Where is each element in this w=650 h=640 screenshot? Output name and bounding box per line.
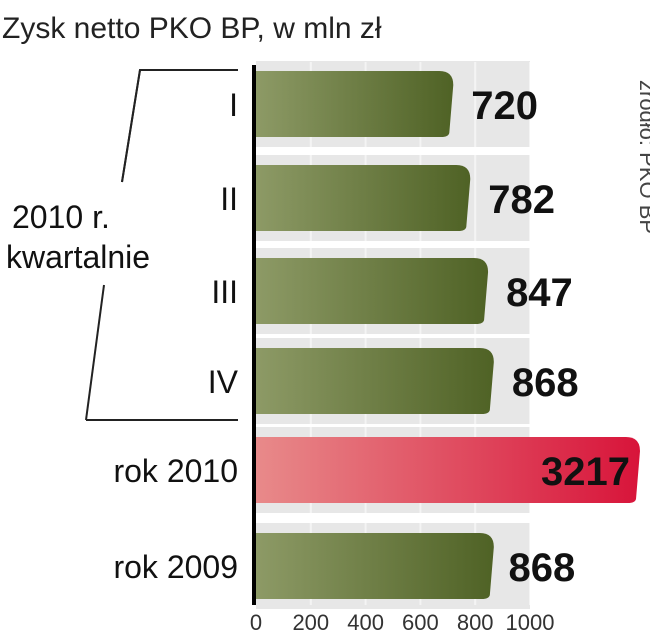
value-label: 868 [512,361,579,405]
group-label-line1: 2010 r. [12,199,110,235]
category-label: I [229,87,238,123]
gridlines [309,62,531,605]
category-label: II [220,181,238,217]
bar [256,348,494,414]
x-tick-label: 600 [402,610,439,635]
bar [256,258,489,324]
value-label: 782 [488,178,555,222]
category-label: IV [208,364,239,400]
x-tick-label: 400 [347,610,384,635]
value-label: 3217 [541,450,630,494]
group-bracket-upper-slant [121,69,141,183]
bar [256,437,640,503]
x-tick-label: 800 [457,610,494,635]
x-tick-labels: 0 200 400 600 800 1000 [250,610,555,635]
value-label: 847 [506,271,573,315]
group-bracket-lower-slant [85,284,105,421]
source-note: źródło: PKO BP [635,80,650,234]
group-label-line2: kwartalnie [6,239,150,275]
x-tick-label: 200 [292,610,329,635]
chart-title: Zysk netto PKO BP, w mln zł [2,12,382,45]
value-labels: 720 782 847 868 3217 868 [471,84,630,590]
value-label: 720 [471,84,538,128]
bars [256,71,640,599]
bar [256,533,494,599]
value-label: 868 [508,546,575,590]
x-tick-label: 0 [250,610,262,635]
category-label: III [211,274,238,310]
bar [256,165,471,231]
group-bracket [121,69,238,183]
category-label: rok 2010 [113,453,238,489]
bar [256,71,454,137]
background-bands [256,61,530,609]
category-label: rok 2009 [113,549,238,585]
x-tick-label: 1000 [506,610,555,635]
